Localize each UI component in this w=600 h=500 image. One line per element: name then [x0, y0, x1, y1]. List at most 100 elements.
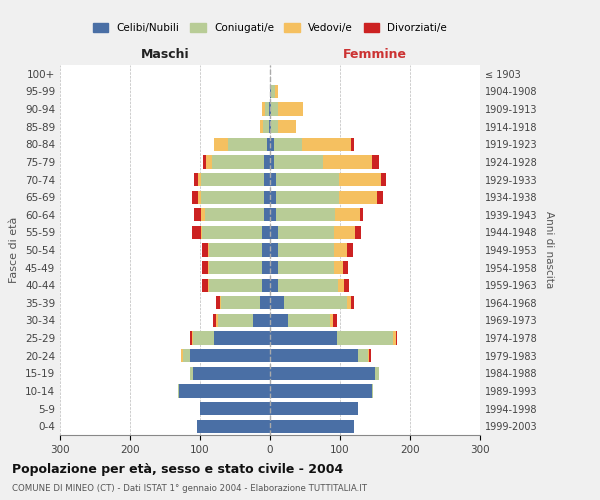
- Bar: [253, 314, 270, 327]
- Bar: [216, 296, 220, 310]
- Bar: [209, 244, 262, 256]
- Bar: [193, 366, 270, 380]
- Bar: [396, 332, 397, 344]
- Bar: [270, 208, 275, 222]
- Bar: [347, 244, 353, 256]
- Bar: [275, 190, 338, 204]
- Bar: [274, 156, 323, 168]
- Bar: [262, 278, 270, 292]
- Bar: [202, 278, 208, 292]
- Bar: [194, 173, 198, 186]
- Text: Femmine: Femmine: [343, 48, 407, 62]
- Bar: [392, 332, 396, 344]
- Y-axis label: Fasce di età: Fasce di età: [10, 217, 19, 283]
- Bar: [278, 278, 338, 292]
- Bar: [275, 208, 335, 222]
- Bar: [375, 366, 379, 380]
- Bar: [192, 226, 200, 239]
- Bar: [270, 102, 271, 116]
- Bar: [200, 226, 202, 239]
- Bar: [202, 261, 208, 274]
- Bar: [270, 332, 337, 344]
- Bar: [263, 120, 269, 134]
- Bar: [262, 261, 270, 274]
- Bar: [178, 384, 179, 398]
- Text: COMUNE DI MINEO (CT) - Dati ISTAT 1° gennaio 2004 - Elaborazione TUTTITALIA.IT: COMUNE DI MINEO (CT) - Dati ISTAT 1° gen…: [12, 484, 367, 493]
- Bar: [202, 208, 205, 222]
- Bar: [270, 420, 354, 433]
- Bar: [270, 314, 287, 327]
- Bar: [260, 296, 270, 310]
- Bar: [200, 402, 270, 415]
- Bar: [265, 102, 269, 116]
- Bar: [214, 138, 228, 151]
- Bar: [333, 314, 337, 327]
- Bar: [202, 226, 262, 239]
- Bar: [278, 261, 334, 274]
- Bar: [266, 138, 270, 151]
- Bar: [270, 384, 371, 398]
- Bar: [182, 349, 190, 362]
- Bar: [278, 120, 296, 134]
- Bar: [355, 226, 361, 239]
- Bar: [212, 156, 265, 168]
- Bar: [269, 102, 270, 116]
- Bar: [368, 349, 370, 362]
- Bar: [214, 332, 270, 344]
- Bar: [275, 173, 338, 186]
- Bar: [208, 278, 209, 292]
- Bar: [205, 208, 265, 222]
- Bar: [278, 226, 334, 239]
- Bar: [262, 102, 265, 116]
- Bar: [271, 85, 275, 98]
- Bar: [271, 120, 278, 134]
- Bar: [179, 384, 270, 398]
- Bar: [370, 349, 371, 362]
- Bar: [343, 278, 349, 292]
- Bar: [190, 332, 191, 344]
- Bar: [206, 156, 212, 168]
- Bar: [337, 332, 392, 344]
- Bar: [338, 173, 380, 186]
- Bar: [371, 156, 379, 168]
- Bar: [209, 261, 262, 274]
- Bar: [377, 190, 383, 204]
- Bar: [334, 244, 347, 256]
- Bar: [265, 156, 270, 168]
- Bar: [284, 296, 347, 310]
- Bar: [270, 190, 275, 204]
- Bar: [338, 278, 343, 292]
- Bar: [191, 332, 193, 344]
- Text: Maschi: Maschi: [140, 48, 190, 62]
- Bar: [274, 138, 302, 151]
- Bar: [338, 190, 377, 204]
- Bar: [371, 384, 373, 398]
- Bar: [212, 314, 216, 327]
- Bar: [334, 226, 355, 239]
- Bar: [198, 190, 202, 204]
- Bar: [329, 314, 333, 327]
- Bar: [265, 208, 270, 222]
- Bar: [193, 332, 214, 344]
- Bar: [202, 173, 265, 186]
- Bar: [347, 296, 350, 310]
- Bar: [278, 102, 303, 116]
- Bar: [334, 261, 343, 274]
- Bar: [202, 190, 265, 204]
- Bar: [335, 208, 359, 222]
- Bar: [270, 85, 271, 98]
- Bar: [270, 402, 358, 415]
- Bar: [270, 173, 275, 186]
- Y-axis label: Anni di nascita: Anni di nascita: [544, 212, 554, 288]
- Bar: [278, 244, 334, 256]
- Bar: [350, 296, 354, 310]
- Bar: [270, 138, 274, 151]
- Bar: [270, 120, 271, 134]
- Bar: [359, 208, 363, 222]
- Bar: [209, 278, 262, 292]
- Bar: [270, 226, 278, 239]
- Bar: [343, 261, 349, 274]
- Bar: [190, 349, 270, 362]
- Bar: [270, 278, 278, 292]
- Bar: [198, 173, 202, 186]
